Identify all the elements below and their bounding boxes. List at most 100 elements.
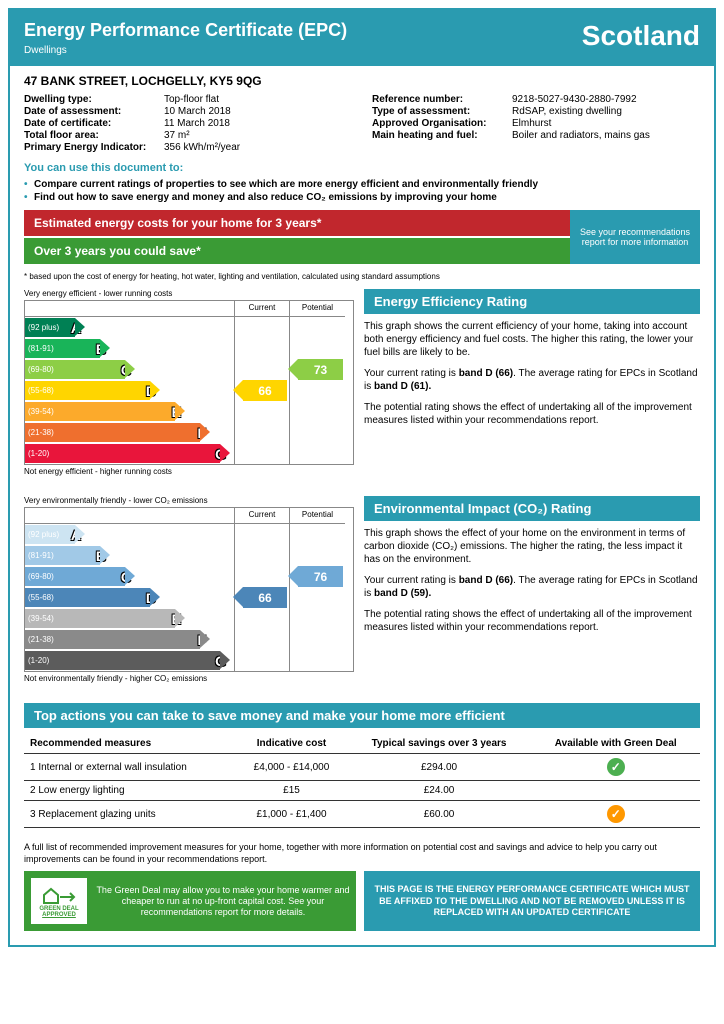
eer-section: Very energy efficient - lower running co… (10, 289, 714, 496)
measure-cell: 1 Internal or external wall insulation (24, 754, 236, 781)
eer-p3: The potential rating shows the effect of… (364, 401, 700, 427)
detail-label: Date of assessment: (24, 106, 164, 117)
actions-title: Top actions you can take to save money a… (24, 703, 700, 728)
band-row-E: (39-54)E (25, 608, 234, 629)
detail-label: Primary Energy Indicator: (24, 142, 164, 153)
eer-description: Energy Efficiency Rating This graph show… (364, 289, 700, 488)
chart-top-caption: Very environmentally friendly - lower CO… (24, 496, 354, 505)
band-row-G: (1-20)G (25, 443, 234, 464)
use-document-title: You can use this document to: (24, 162, 700, 174)
table-row: 2 Low energy lighting£15£24.00 (24, 781, 700, 801)
region-label: Scotland (582, 20, 700, 52)
band-chart: (92 plus)A(81-91)B(69-80)C(55-68)D(39-54… (24, 300, 354, 465)
gd-cell (531, 781, 700, 801)
detail-row: Type of assessment:RdSAP, existing dwell… (372, 106, 700, 117)
detail-value: RdSAP, existing dwelling (512, 106, 700, 117)
eir-section: Very environmentally friendly - lower CO… (10, 496, 714, 703)
header: Energy Performance Certificate (EPC) Dwe… (10, 10, 714, 66)
band-row-A: (92 plus)A (25, 317, 234, 338)
bands-column: (92 plus)A(81-91)B(69-80)C(55-68)D(39-54… (25, 508, 235, 671)
bottom-section: GREEN DEAL APPROVED The Green Deal may a… (10, 871, 714, 945)
band-row-C: (69-80)C (25, 359, 234, 380)
table-body: 1 Internal or external wall insulation£4… (24, 754, 700, 828)
detail-row: Date of certificate:11 March 2018 (24, 118, 352, 129)
eer-chart-column: Very energy efficient - lower running co… (24, 289, 354, 488)
house-arrow-icon (39, 885, 79, 905)
table-header: Available with Green Deal (531, 734, 700, 754)
cost-cell: £4,000 - £14,000 (236, 754, 346, 781)
band-row-E: (39-54)E (25, 401, 234, 422)
use-doc-item: Compare current ratings of properties to… (24, 178, 700, 191)
detail-row: Reference number:9218-5027-9430-2880-799… (372, 94, 700, 105)
band-chart: (92 plus)A(81-91)B(69-80)C(55-68)D(39-54… (24, 507, 354, 672)
current-column: Current66 (235, 301, 290, 464)
band-row-F: (21-38)F (25, 422, 234, 443)
use-document-section: You can use this document to: Compare cu… (10, 162, 714, 210)
band-row-B: (81-91)B (25, 338, 234, 359)
cost-footnote: * based upon the cost of energy for heat… (10, 270, 714, 289)
epc-page: Energy Performance Certificate (EPC) Dwe… (8, 8, 716, 947)
detail-row: Dwelling type:Top-floor flat (24, 94, 352, 105)
detail-row: Total floor area:37 m² (24, 130, 352, 141)
current-column: Current66 (235, 508, 290, 671)
savings-cell: £294.00 (347, 754, 532, 781)
potential-arrow: 76 (298, 566, 343, 587)
detail-value: 356 kWh/m²/year (164, 142, 352, 153)
eir-chart: Very environmentally friendly - lower CO… (24, 496, 354, 683)
chart-bottom-caption: Not environmentally friendly - higher CO… (24, 674, 354, 683)
detail-row: Date of assessment:10 March 2018 (24, 106, 352, 117)
table-header: Indicative cost (236, 734, 346, 754)
property-details: Dwelling type:Top-floor flatDate of asse… (10, 94, 714, 162)
detail-value: Elmhurst (512, 118, 700, 129)
check-icon: ✓ (607, 758, 625, 776)
detail-value: Top-floor flat (164, 94, 352, 105)
details-right-column: Reference number:9218-5027-9430-2880-799… (372, 94, 700, 154)
potential-arrow: 73 (298, 359, 343, 380)
table-header-row: Recommended measuresIndicative costTypic… (24, 734, 700, 754)
chart-bottom-caption: Not energy efficient - higher running co… (24, 467, 354, 476)
detail-label: Main heating and fuel: (372, 130, 512, 141)
green-deal-text: The Green Deal may allow you to make you… (96, 885, 350, 917)
eer-title: Energy Efficiency Rating (364, 289, 700, 314)
potential-column: Potential73 (290, 301, 345, 464)
savings-cell: £24.00 (347, 781, 532, 801)
detail-value: Boiler and radiators, mains gas (512, 130, 700, 141)
use-document-list: Compare current ratings of properties to… (24, 178, 700, 204)
table-header: Recommended measures (24, 734, 236, 754)
estimated-cost-label: Estimated energy costs for your home for… (24, 210, 582, 236)
detail-row: Approved Organisation:Elmhurst (372, 118, 700, 129)
detail-value: 10 March 2018 (164, 106, 352, 117)
eir-description: Environmental Impact (CO₂) Rating This g… (364, 496, 700, 695)
recommendations-table: Recommended measuresIndicative costTypic… (24, 734, 700, 828)
actions-footer: A full list of recommended improvement m… (10, 836, 714, 871)
band-row-A: (92 plus)A (25, 524, 234, 545)
band-row-B: (81-91)B (25, 545, 234, 566)
measure-cell: 2 Low energy lighting (24, 781, 236, 801)
gd-cell: ✓ (531, 801, 700, 828)
current-arrow: 66 (243, 587, 287, 608)
band-row-D: (55-68)D (25, 380, 234, 401)
eer-p2: Your current rating is band D (66). The … (364, 367, 700, 393)
detail-value: 9218-5027-9430-2880-7992 (512, 94, 700, 105)
detail-value: 37 m² (164, 130, 352, 141)
table-header: Typical savings over 3 years (347, 734, 532, 754)
check-icon: ✓ (607, 805, 625, 823)
cost-section: Estimated energy costs for your home for… (10, 210, 714, 270)
detail-label: Type of assessment: (372, 106, 512, 117)
savings-cell: £60.00 (347, 801, 532, 828)
eir-p1: This graph shows the effect of your home… (364, 527, 700, 566)
detail-label: Approved Organisation: (372, 118, 512, 129)
detail-label: Total floor area: (24, 130, 164, 141)
cost-cell: £1,000 - £1,400 (236, 801, 346, 828)
detail-label: Reference number: (372, 94, 512, 105)
eir-p2: Your current rating is band D (66). The … (364, 574, 700, 600)
certificate-title: Energy Performance Certificate (EPC) (24, 20, 347, 41)
potential-column: Potential76 (290, 508, 345, 671)
band-row-C: (69-80)C (25, 566, 234, 587)
band-row-D: (55-68)D (25, 587, 234, 608)
affix-notice: THIS PAGE IS THE ENERGY PERFORMANCE CERT… (364, 871, 700, 931)
eer-chart: Very energy efficient - lower running co… (24, 289, 354, 476)
actions-section: Top actions you can take to save money a… (10, 703, 714, 836)
band-row-F: (21-38)F (25, 629, 234, 650)
table-row: 3 Replacement glazing units£1,000 - £1,4… (24, 801, 700, 828)
